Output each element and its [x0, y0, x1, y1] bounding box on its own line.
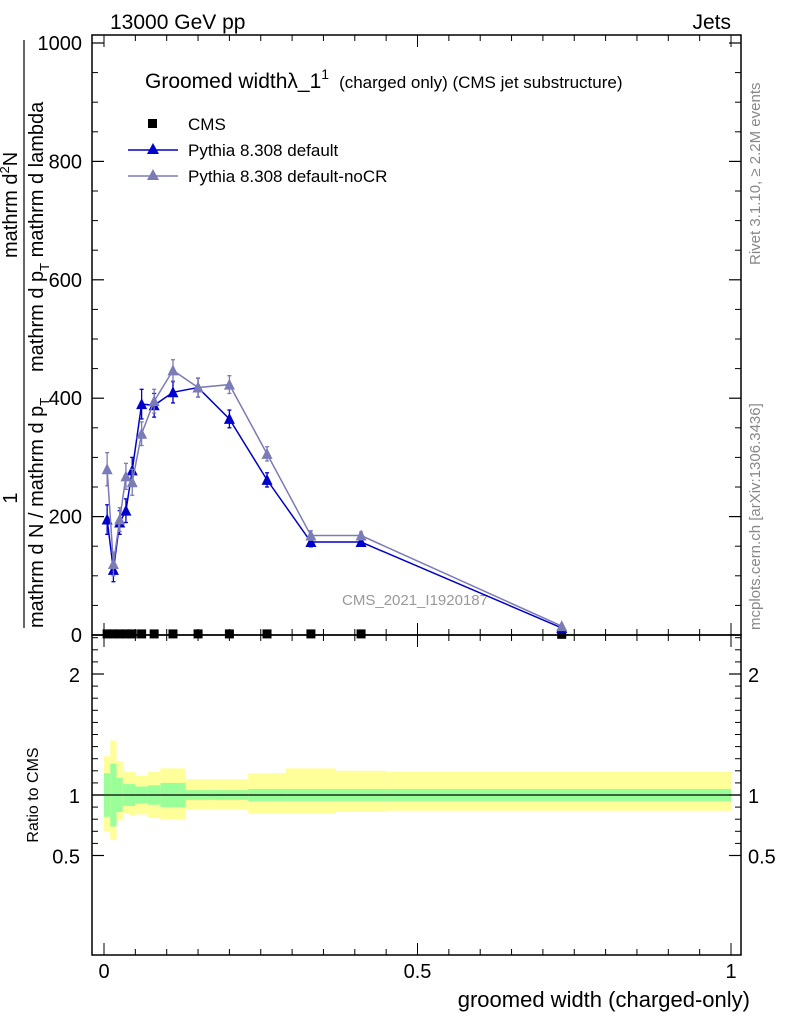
y-tick-label: 800 [49, 151, 82, 173]
y-tick-label: 1000 [38, 33, 83, 55]
ratio-y-tick-label: 0.5 [52, 847, 80, 869]
legend-label-cms: CMS [188, 115, 226, 134]
data-point-default [120, 504, 132, 516]
x-tick-label: 1 [725, 961, 736, 983]
data-point-nocr [355, 529, 367, 541]
data-point-cms [168, 629, 178, 639]
legend-marker-cms [148, 119, 157, 128]
data-point-nocr [114, 513, 126, 525]
data-point-cms [306, 629, 316, 639]
header-left: 13000 GeV pp [110, 11, 245, 34]
ratio-y-tick-label-right: 1 [748, 786, 759, 808]
ratio-y-tick-label-right: 0.5 [748, 847, 776, 869]
series-line [106, 386, 563, 629]
data-point-cms [108, 629, 118, 639]
data-point-nocr [148, 395, 160, 407]
y-tick-label: 400 [49, 388, 82, 410]
data-point-cms [193, 629, 203, 639]
data-point-nocr [167, 364, 179, 376]
watermark: CMS_2021_I1920187 [342, 592, 488, 609]
y-tick-label: 600 [49, 270, 82, 292]
data-point-nocr [261, 447, 273, 459]
legend-title: Groomed widthλ_11 (charged only) (CMS jet… [145, 66, 623, 93]
data-point-nocr [305, 529, 317, 541]
rivet-label: Rivet 3.1.10, ≥ 2.2M events [747, 83, 764, 266]
legend-label-nocr: Pythia 8.308 default-noCR [188, 167, 387, 186]
legend-marker-nocr [147, 169, 159, 180]
legend: Groomed widthλ_11 (charged only) (CMS jet… [128, 66, 623, 186]
data-point-default [305, 536, 317, 548]
y-tick-label: 0 [71, 625, 82, 647]
data-point-nocr [120, 470, 132, 482]
data-point-cms [149, 629, 159, 639]
data-point-nocr [556, 620, 568, 632]
y-tick-label: 200 [49, 507, 82, 529]
legend-marker-default [147, 143, 159, 154]
data-point-cms [262, 629, 272, 639]
data-point-cms [224, 629, 234, 639]
ratio-x-ticks: 0 0.5 1 [98, 635, 737, 983]
ylabel-num-den: mathrm d N / mathrm d pT [26, 398, 52, 628]
data-point-cms [356, 629, 366, 639]
ratio-y-tick-label-right: 2 [748, 665, 759, 687]
x-tick-label: 0 [98, 961, 109, 983]
data-point-cms [127, 629, 137, 639]
data-point-nocr [107, 557, 119, 569]
data-point-default [223, 412, 235, 424]
data-point-nocr [126, 476, 138, 488]
mcplots-label: mcplots.cern.ch [arXiv:1306.3436] [747, 403, 764, 630]
ratio-y-tick-label: 2 [69, 665, 80, 687]
ratio-y-tick-label: 1 [69, 786, 80, 808]
data-point-cms [115, 629, 125, 639]
data-point-nocr [223, 378, 235, 390]
data-point-cms [137, 629, 147, 639]
ratio-y-ticks: 0.5 0.5 1 1 2 2 [52, 637, 776, 869]
series-line [106, 369, 563, 627]
ylabel-num-frac: 1 [0, 492, 22, 503]
data-point-default [261, 473, 273, 485]
data-point-nocr [192, 381, 204, 393]
data-point-nocr [101, 463, 113, 475]
x-tick-label: 0.5 [404, 961, 432, 983]
data-point-cms [121, 629, 131, 639]
x-axis-label: groomed width (charged-only) [458, 987, 750, 1012]
data-point-default [167, 386, 179, 398]
ylabel-den-top: mathrm d2N [0, 152, 22, 258]
series-layer [101, 359, 568, 639]
main-x-ticks [103, 35, 732, 635]
ratio-y-axis-label: Ratio to CMS [25, 747, 42, 842]
main-y-axis-label: 1 mathrm d N / mathrm d pT mathrm d2N ma… [0, 40, 52, 628]
main-y-ticks: 0 200 400 600 800 1000 [38, 33, 741, 647]
data-point-default [136, 398, 148, 410]
header-right: Jets [692, 11, 731, 34]
data-point-cms [102, 629, 112, 639]
data-point-default [355, 536, 367, 548]
legend-label-default: Pythia 8.308 default [188, 141, 339, 160]
ylabel-den-bottom: mathrm d pT mathrm d lambda [26, 101, 52, 372]
ratio-bands [104, 740, 731, 840]
data-point-nocr [136, 427, 148, 439]
